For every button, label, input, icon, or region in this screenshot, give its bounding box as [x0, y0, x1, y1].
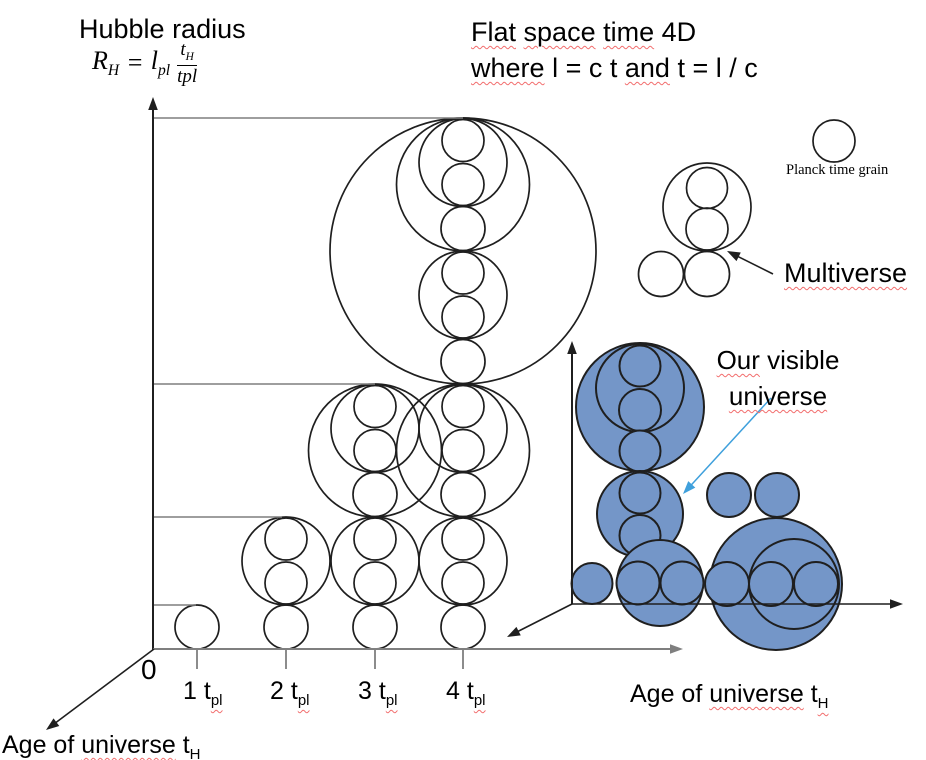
main-fractal-circle	[441, 561, 485, 605]
main-fractal-circle	[330, 516, 420, 606]
visible-universe-arrow	[689, 397, 772, 487]
main-fractal-circle	[264, 517, 308, 561]
main-fractal-circle	[418, 117, 508, 208]
main-fractal-circle	[441, 428, 485, 473]
visible-universe-circle	[704, 561, 750, 607]
fraction-bar	[177, 64, 198, 66]
main-fractal-circle	[264, 561, 308, 605]
main-fractal-circle	[441, 517, 485, 561]
multiverse-arrow-arrowhead	[727, 251, 741, 262]
multiverse-arrow	[736, 255, 774, 275]
age-axis-horizontal-arrowhead	[670, 644, 683, 654]
visible-universe-line2: universe	[728, 381, 828, 411]
inset-depth-axis-arrowhead	[507, 626, 521, 637]
origin-label: 0	[141, 654, 157, 685]
main-fractal-circle	[441, 118, 485, 163]
multiverse-circle	[662, 162, 752, 252]
multiverse-circle	[637, 250, 685, 298]
main-fractal-circle	[352, 471, 398, 518]
visible-universe-label: Our visible universe	[692, 342, 864, 414]
tick-label-4tpl: 4 tpl	[446, 677, 486, 709]
formula-fraction: tH tpl	[177, 39, 198, 87]
main-fractal-circle	[395, 117, 531, 252]
visible-universe-circle	[793, 561, 839, 607]
tick-label-1tpl: 1 tpl	[183, 677, 223, 709]
age-axis-depth-arrowhead	[46, 718, 60, 730]
planck-grain-label: Planck time grain	[786, 162, 889, 178]
inset-depth-axis	[516, 603, 573, 633]
main-fractal-circle	[263, 604, 309, 650]
visible-universe-circle	[659, 560, 705, 606]
multiverse-label: Multiverse	[784, 258, 908, 288]
main-fractal-circle	[353, 384, 397, 429]
age-of-universe-label-right: Age of universe tH	[630, 680, 829, 712]
main-fractal-circle	[330, 383, 420, 474]
visible-universe-circle	[615, 560, 661, 606]
tick-label-2tpl: 2 tpl	[270, 677, 310, 709]
main-fractal-circle	[440, 604, 486, 650]
planck-grain-circle	[812, 119, 856, 163]
main-fractal-circle	[353, 561, 397, 605]
main-fractal-circle	[418, 383, 508, 474]
multiverse-circle	[685, 207, 729, 251]
main-fractal-circle	[441, 251, 485, 295]
main-fractal-circle	[441, 162, 485, 207]
visible-universe-circle	[748, 561, 794, 607]
main-fractal-circle	[353, 517, 397, 561]
visible-universe-line1: Our visible	[716, 345, 840, 375]
visible-universe-circle	[706, 472, 752, 518]
hubble-radius-title: Hubble radius	[79, 14, 246, 44]
main-fractal-circle	[440, 338, 486, 385]
main-fractal-circle	[395, 383, 531, 518]
main-fractal-circle	[418, 516, 508, 606]
flat-spacetime-line2: where l = c t and t = l / c	[471, 53, 758, 83]
age-of-universe-label-left: Age of universe tH	[2, 731, 201, 760]
hubble-radius-axis-arrowhead	[148, 97, 158, 110]
inset-horizontal-axis-arrowhead	[890, 599, 903, 609]
visible-universe-circle	[618, 429, 662, 473]
main-fractal-circle	[352, 604, 398, 650]
age-axis-depth	[54, 648, 155, 725]
visible-universe-circle	[618, 388, 662, 432]
fraction-numerator: tH	[180, 39, 194, 63]
main-fractal-circle	[353, 428, 397, 473]
main-fractal-circle	[440, 471, 486, 518]
visible-universe-circle	[570, 562, 614, 605]
multiverse-circle	[683, 250, 731, 298]
visible-universe-circle	[754, 472, 800, 518]
main-fractal-circle	[441, 384, 485, 429]
tick-label-3tpl: 3 tpl	[358, 677, 398, 709]
main-fractal-circle	[307, 383, 443, 518]
main-fractal-circle	[441, 295, 485, 339]
main-fractal-circle	[241, 516, 331, 606]
fraction-denominator: tpl	[177, 65, 198, 87]
main-fractal-circle	[174, 604, 220, 650]
inset-vertical-axis-arrowhead	[567, 341, 577, 354]
visible-universe-circle	[618, 471, 662, 515]
visible-universe-circle	[618, 344, 662, 388]
flat-spacetime-title: Flat space time 4D where l = c t and t =…	[471, 14, 758, 86]
formula-equals: =	[126, 48, 144, 78]
formula-lhs: RH	[92, 46, 120, 80]
formula-coefficient: lpl	[150, 46, 171, 80]
main-fractal-circle	[418, 250, 508, 340]
hubble-radius-formula: RH = lpl tH tpl	[92, 39, 198, 87]
multiverse-circle	[685, 166, 729, 210]
visible-universe-arrow-arrowhead	[683, 481, 696, 494]
main-fractal-circle	[440, 205, 486, 252]
flat-spacetime-line1: Flat space time 4D	[471, 17, 697, 47]
